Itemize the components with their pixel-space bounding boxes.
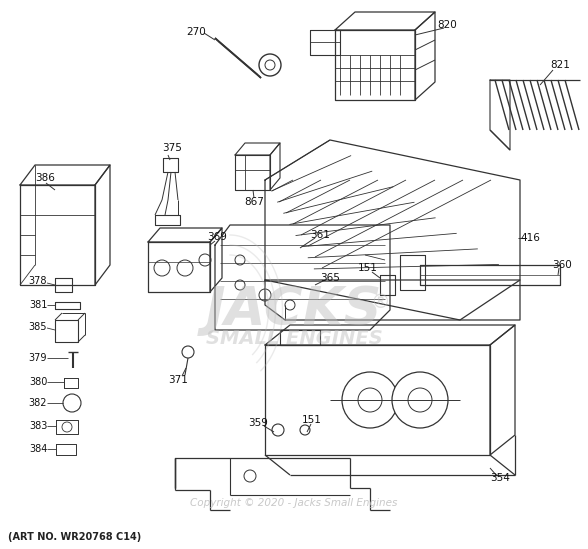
Text: 382: 382 (29, 398, 47, 408)
Circle shape (199, 254, 211, 266)
Circle shape (285, 300, 295, 310)
Text: 380: 380 (29, 377, 47, 387)
Circle shape (392, 372, 448, 428)
Text: 371: 371 (168, 375, 188, 385)
Circle shape (63, 394, 81, 412)
Circle shape (62, 422, 72, 432)
Circle shape (235, 280, 245, 290)
Text: 820: 820 (437, 20, 457, 30)
Text: 386: 386 (35, 173, 55, 183)
Circle shape (259, 54, 281, 76)
Circle shape (154, 260, 170, 276)
Text: 381: 381 (29, 300, 47, 310)
Text: 378: 378 (29, 276, 47, 286)
Text: 821: 821 (550, 60, 570, 70)
Text: 385: 385 (29, 322, 47, 332)
Text: 867: 867 (244, 197, 264, 207)
Text: 379: 379 (29, 353, 47, 363)
Text: 270: 270 (186, 27, 206, 37)
Text: ®: ® (370, 293, 390, 311)
Text: 151: 151 (302, 415, 322, 425)
Circle shape (272, 424, 284, 436)
Text: 151: 151 (358, 263, 378, 273)
Text: JACKS: JACKS (206, 284, 382, 336)
Circle shape (259, 289, 271, 301)
Text: 369: 369 (207, 232, 227, 242)
Circle shape (342, 372, 398, 428)
Circle shape (177, 260, 193, 276)
Text: 365: 365 (320, 273, 340, 283)
Text: 360: 360 (552, 260, 572, 270)
Text: 416: 416 (520, 233, 540, 243)
Text: SMALL ENGINES: SMALL ENGINES (206, 328, 382, 348)
Text: 384: 384 (29, 444, 47, 454)
Circle shape (265, 60, 275, 70)
Text: Copyright © 2020 - Jacks Small Engines: Copyright © 2020 - Jacks Small Engines (191, 498, 397, 508)
Text: 354: 354 (490, 473, 510, 483)
Text: 361: 361 (310, 230, 330, 240)
Text: 375: 375 (162, 143, 182, 153)
Circle shape (235, 255, 245, 265)
Circle shape (182, 346, 194, 358)
Circle shape (300, 425, 310, 435)
Circle shape (244, 470, 256, 482)
Circle shape (358, 388, 382, 412)
Text: (ART NO. WR20768 C14): (ART NO. WR20768 C14) (8, 532, 141, 542)
Text: 359: 359 (248, 418, 268, 428)
Text: 383: 383 (29, 421, 47, 431)
Circle shape (408, 388, 432, 412)
